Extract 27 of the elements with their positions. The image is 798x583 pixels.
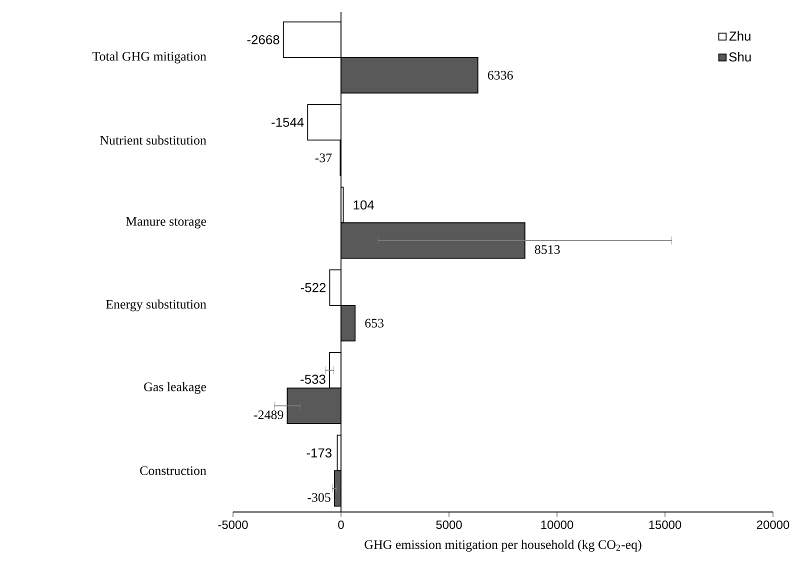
data-label: 6336 <box>488 70 513 80</box>
data-label: 8513 <box>534 245 560 254</box>
y-tick-label: Nutrient substitution <box>100 136 206 145</box>
legend-label: Zhu <box>729 31 750 41</box>
data-label: -522 <box>300 283 326 292</box>
legend-label: Shu <box>729 52 751 62</box>
x-tick-label: 10000 <box>541 520 574 529</box>
data-label: -173 <box>306 448 332 458</box>
data-label: 653 <box>365 318 384 328</box>
data-label: -37 <box>315 154 332 162</box>
x-tick-label: 15000 <box>649 520 682 529</box>
x-tick-label: 0 <box>338 520 344 529</box>
x-tick-label: -5000 <box>218 520 248 529</box>
data-label: -533 <box>300 374 326 384</box>
data-label: -305 <box>308 493 330 502</box>
y-tick-label: Total GHG mitigation <box>92 52 206 64</box>
x-tick-label: 20000 <box>756 520 790 529</box>
x-axis-title: GHG emission mitigation per household (kg CO$_{2}$-eq) <box>364 540 642 552</box>
y-tick-label: Construction <box>140 466 206 476</box>
data-label: -1544 <box>272 118 304 127</box>
x-tick-label: 5000 <box>436 520 462 529</box>
data-label: -2489 <box>254 410 284 420</box>
y-tick-label: Energy substitution <box>106 300 206 312</box>
y-tick-label: Manure storage <box>126 217 206 228</box>
y-tick-label: Gas leakage <box>144 382 206 394</box>
data-label: -2668 <box>247 35 280 44</box>
data-label: 104 <box>354 200 374 210</box>
